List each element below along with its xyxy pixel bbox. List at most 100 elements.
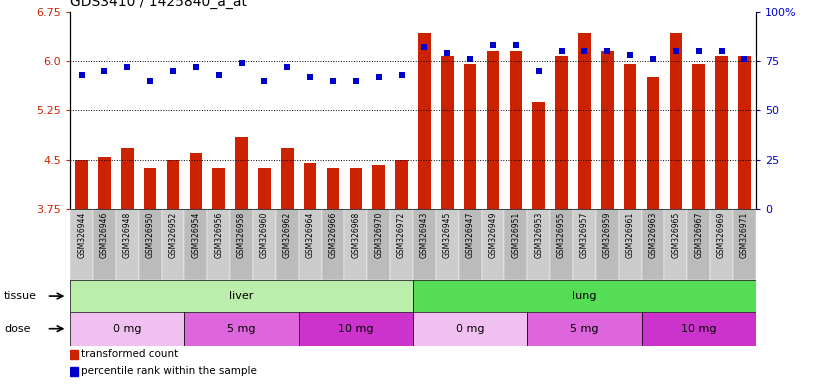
Bar [207,209,230,280]
Point [441,50,454,56]
Text: GSM326960: GSM326960 [260,212,269,258]
Bar [413,209,436,280]
Bar [190,153,202,209]
Point [487,42,500,48]
Point [669,48,682,54]
Bar [235,137,248,209]
Bar [413,280,756,312]
Point [121,64,134,70]
Text: GSM326951: GSM326951 [511,212,520,258]
Bar [93,209,116,280]
Bar [98,157,111,209]
Bar [368,209,390,280]
Text: GSM326966: GSM326966 [329,212,338,258]
Bar [259,169,271,209]
Bar [527,209,550,280]
Text: GSM326946: GSM326946 [100,212,109,258]
Point [212,72,225,78]
Text: GSM326949: GSM326949 [488,212,497,258]
Point [463,56,477,62]
Text: 5 mg: 5 mg [570,324,599,334]
Bar [75,160,88,209]
Bar [464,64,477,209]
Text: GSM326947: GSM326947 [466,212,475,258]
Text: GSM326964: GSM326964 [306,212,315,258]
Text: GSM326957: GSM326957 [580,212,589,258]
Text: GSM326944: GSM326944 [77,212,86,258]
Bar [139,209,162,280]
Bar [253,209,276,280]
Text: GSM326943: GSM326943 [420,212,429,258]
Point [326,78,339,84]
Bar [555,56,567,209]
Bar [578,33,591,209]
Bar [505,209,527,280]
Text: GSM326959: GSM326959 [603,212,612,258]
Text: GSM326965: GSM326965 [672,212,681,258]
Bar [184,312,299,346]
Point [715,48,729,54]
Bar [212,168,225,209]
Bar [573,209,596,280]
Text: 5 mg: 5 mg [227,324,256,334]
Point [692,48,705,54]
Text: percentile rank within the sample: percentile rank within the sample [81,366,257,376]
Text: 10 mg: 10 mg [338,324,373,334]
Text: 10 mg: 10 mg [681,324,716,334]
Text: GDS3410 / 1425840_a_at: GDS3410 / 1425840_a_at [70,0,247,9]
Bar [70,209,93,280]
Text: GSM326945: GSM326945 [443,212,452,258]
Bar [550,209,573,280]
Point [144,78,157,84]
Point [98,68,112,74]
Bar [70,280,413,312]
Text: GSM326963: GSM326963 [648,212,657,258]
Bar [373,165,385,209]
Bar [710,209,733,280]
Bar [619,209,642,280]
Text: GSM326962: GSM326962 [282,212,292,258]
Bar [321,209,344,280]
Text: lung: lung [572,291,596,301]
Bar [692,64,705,209]
Text: GSM326969: GSM326969 [717,212,726,258]
Text: transformed count: transformed count [81,349,178,359]
Bar [533,103,545,209]
Bar [642,312,756,346]
Point [235,60,249,66]
Point [624,52,637,58]
Bar [144,169,156,209]
Bar [664,209,687,280]
Bar [436,209,458,280]
Point [532,68,545,74]
Bar [647,78,659,209]
Bar [596,209,619,280]
Point [738,56,751,62]
Text: GSM326952: GSM326952 [169,212,178,258]
Text: GSM326956: GSM326956 [214,212,223,258]
Bar [70,312,184,346]
Bar [70,367,78,376]
Bar [687,209,710,280]
Point [189,64,202,70]
Bar [116,209,139,280]
Text: 0 mg: 0 mg [113,324,141,334]
Bar [733,209,756,280]
Text: GSM326961: GSM326961 [625,212,634,258]
Text: GSM326955: GSM326955 [557,212,566,258]
Bar [162,209,184,280]
Point [555,48,568,54]
Bar [70,350,78,359]
Text: GSM326948: GSM326948 [123,212,132,258]
Point [167,68,180,74]
Point [418,44,431,50]
Text: GSM326971: GSM326971 [740,212,749,258]
Text: GSM326968: GSM326968 [351,212,360,258]
Bar [458,209,482,280]
Bar [510,51,522,209]
Point [373,74,386,80]
Text: GSM326967: GSM326967 [694,212,703,258]
Text: tissue: tissue [4,291,37,301]
Point [75,72,88,78]
Bar [396,160,408,209]
